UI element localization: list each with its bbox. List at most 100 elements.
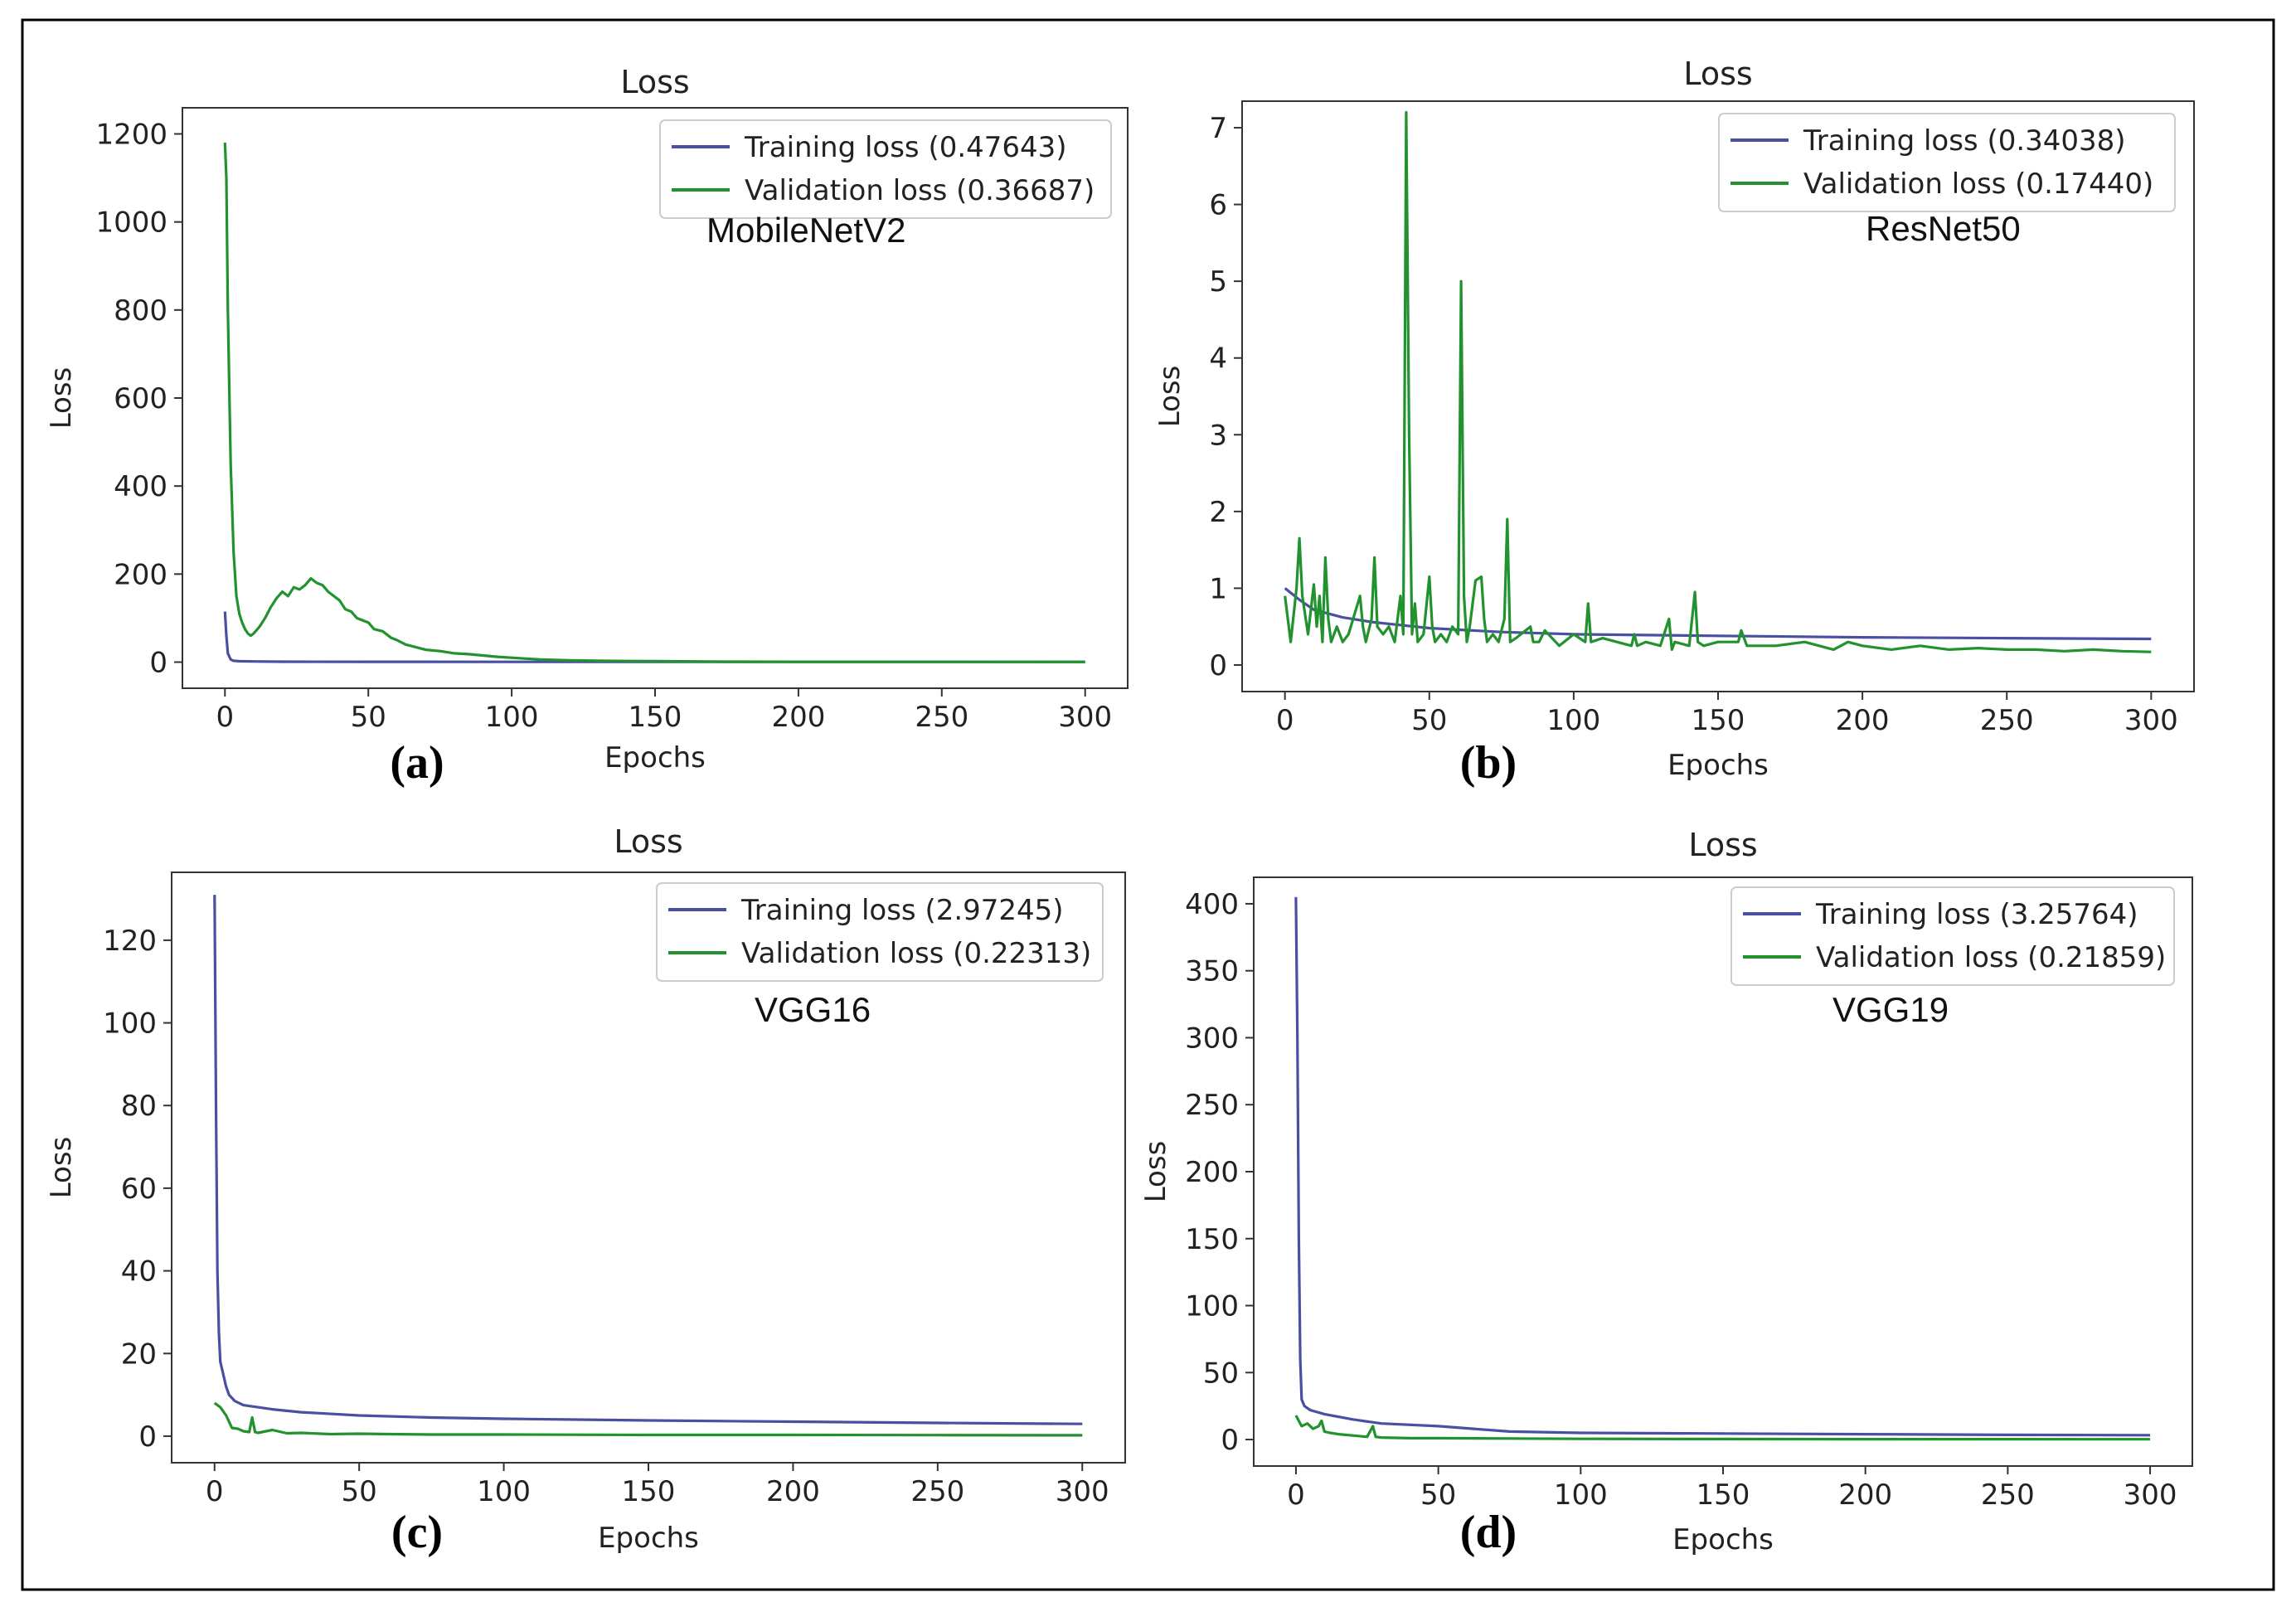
x-tick-label: 300 bbox=[1058, 701, 1112, 734]
x-tick-label: 0 bbox=[206, 1475, 224, 1508]
y-tick-label: 120 bbox=[103, 925, 157, 958]
chart-title: Loss bbox=[1688, 827, 1757, 863]
legend: Training loss (3.25764) Validation loss (… bbox=[1730, 886, 2175, 986]
validation-legend-label: Validation loss (0.22313) bbox=[741, 937, 1091, 970]
x-tick-label: 150 bbox=[1692, 704, 1745, 737]
y-tick-label: 100 bbox=[103, 1007, 157, 1041]
y-tick-label: 6 bbox=[1209, 189, 1227, 222]
y-tick-label: 400 bbox=[114, 470, 167, 503]
y-tick-label: 800 bbox=[114, 294, 167, 328]
model-name-annotation: VGG16 bbox=[755, 990, 871, 1029]
chart-title: Loss bbox=[1683, 56, 1752, 92]
y-tick-label: 250 bbox=[1185, 1089, 1239, 1122]
panel-label: (d) bbox=[1460, 1507, 1517, 1558]
y-tick-label: 2 bbox=[1209, 496, 1227, 529]
training-legend-label: Training loss (0.47643) bbox=[744, 131, 1067, 164]
y-tick-label: 40 bbox=[121, 1255, 157, 1289]
training-legend-label: Training loss (0.34038) bbox=[1803, 124, 2126, 158]
legend-box bbox=[656, 882, 1104, 982]
y-tick-label: 4 bbox=[1209, 342, 1227, 376]
y-tick-label: 0 bbox=[149, 647, 167, 680]
y-tick-label: 0 bbox=[138, 1420, 157, 1454]
y-tick-label: 200 bbox=[1185, 1156, 1239, 1189]
x-tick-label: 50 bbox=[1420, 1478, 1456, 1512]
chart-mobilenetv2: 0 50 100 150 200 250 300 0 200 400 600 800 1000 1200 T… bbox=[45, 64, 1129, 789]
y-tick-label: 0 bbox=[1221, 1424, 1239, 1457]
y-tick-label: 600 bbox=[114, 382, 167, 415]
y-tick-label: 200 bbox=[114, 558, 167, 591]
validation-loss-line bbox=[1294, 1415, 2151, 1441]
x-tick-label: 200 bbox=[766, 1475, 820, 1508]
x-tick-label: 200 bbox=[1838, 1478, 1892, 1512]
x-tick-label: 300 bbox=[2124, 704, 2178, 737]
legend: Training loss (0.34038) Validation loss (… bbox=[1718, 113, 2176, 212]
figure-frame bbox=[21, 18, 2275, 1591]
panel-label: (b) bbox=[1460, 737, 1517, 789]
training-legend-label: Training loss (2.97245) bbox=[740, 894, 1064, 927]
validation-loss-line bbox=[213, 1401, 1083, 1437]
panel-label: (a) bbox=[390, 737, 444, 789]
x-tick-label: 250 bbox=[1981, 1478, 2035, 1512]
x-axis-label: Epochs bbox=[1672, 1523, 1774, 1556]
x-tick-label: 200 bbox=[1836, 704, 1890, 737]
x-tick-label: 100 bbox=[1546, 704, 1600, 737]
y-tick-label: 20 bbox=[121, 1338, 157, 1371]
validation-legend-label: Validation loss (0.21859) bbox=[1816, 941, 2166, 974]
x-tick-label: 300 bbox=[1056, 1475, 1109, 1508]
validation-loss-line bbox=[1284, 110, 2152, 653]
y-tick-label: 1 bbox=[1209, 572, 1227, 605]
x-tick-label: 0 bbox=[216, 701, 234, 734]
x-axis-label: Epochs bbox=[1667, 749, 1769, 782]
y-tick-label: 0 bbox=[1209, 649, 1227, 682]
x-tick-label: 0 bbox=[1287, 1478, 1305, 1512]
x-tick-label: 150 bbox=[629, 701, 682, 734]
chart-title: Loss bbox=[620, 64, 689, 100]
x-tick-label: 250 bbox=[910, 1475, 964, 1508]
x-axis-label: Epochs bbox=[604, 741, 706, 774]
y-tick-label: 1000 bbox=[95, 206, 167, 240]
y-tick-label: 5 bbox=[1209, 265, 1227, 299]
y-tick-label: 400 bbox=[1185, 888, 1239, 921]
validation-legend-label: Validation loss (0.36687) bbox=[745, 174, 1095, 207]
x-axis-label: Epochs bbox=[598, 1522, 699, 1555]
chart-resnet50: 0 50 100 150 200 250 300 0 1 2 3 4 5 6 7 Training loss … bbox=[1153, 56, 2195, 789]
x-tick-label: 150 bbox=[622, 1475, 676, 1508]
validation-legend-label: Validation loss (0.17440) bbox=[1803, 167, 2153, 201]
y-tick-label: 300 bbox=[1185, 1022, 1239, 1055]
y-tick-label: 100 bbox=[1185, 1290, 1239, 1323]
y-tick-label: 350 bbox=[1185, 955, 1239, 988]
training-loss-line bbox=[1294, 896, 2151, 1437]
legend: Training loss (0.47643) Validation loss (… bbox=[659, 119, 1112, 219]
chart-vgg16: 0 50 100 150 200 250 300 0 20 40 60 80 100 120 Trainin… bbox=[45, 823, 1126, 1558]
x-tick-label: 100 bbox=[485, 701, 539, 734]
x-tick-label: 50 bbox=[351, 701, 386, 734]
model-name-annotation: VGG19 bbox=[1832, 990, 1949, 1029]
x-tick-label: 250 bbox=[1980, 704, 2034, 737]
x-tick-label: 50 bbox=[1411, 704, 1447, 737]
model-name-annotation: MobileNetV2 bbox=[706, 211, 905, 250]
legend: Training loss (2.97245) Validation loss (… bbox=[656, 882, 1104, 982]
validation-loss-line bbox=[223, 143, 1085, 663]
y-axis-label: Loss bbox=[1139, 1141, 1172, 1203]
y-axis-label: Loss bbox=[45, 1137, 78, 1199]
model-name-annotation: ResNet50 bbox=[1866, 209, 2021, 248]
x-tick-label: 50 bbox=[342, 1475, 377, 1508]
training-loss-line bbox=[1284, 587, 2152, 641]
x-tick-label: 250 bbox=[915, 701, 968, 734]
legend-box bbox=[1718, 113, 2176, 212]
training-legend-label: Training loss (3.25764) bbox=[1815, 898, 2138, 931]
x-tick-label: 100 bbox=[477, 1475, 531, 1508]
panel-label: (c) bbox=[391, 1507, 443, 1558]
y-tick-label: 3 bbox=[1209, 419, 1227, 452]
chart-vgg19: 0 50 100 150 200 250 300 0 50 100 150 200 250 300 350 4… bbox=[1139, 827, 2193, 1558]
x-tick-label: 150 bbox=[1697, 1478, 1750, 1512]
y-tick-label: 80 bbox=[121, 1090, 157, 1123]
chart-title: Loss bbox=[614, 823, 682, 860]
y-tick-label: 150 bbox=[1185, 1223, 1239, 1256]
training-loss-line bbox=[213, 895, 1083, 1425]
x-tick-label: 200 bbox=[771, 701, 825, 734]
y-tick-label: 7 bbox=[1209, 112, 1227, 145]
x-tick-label: 0 bbox=[1276, 704, 1294, 737]
y-tick-label: 60 bbox=[121, 1172, 157, 1206]
